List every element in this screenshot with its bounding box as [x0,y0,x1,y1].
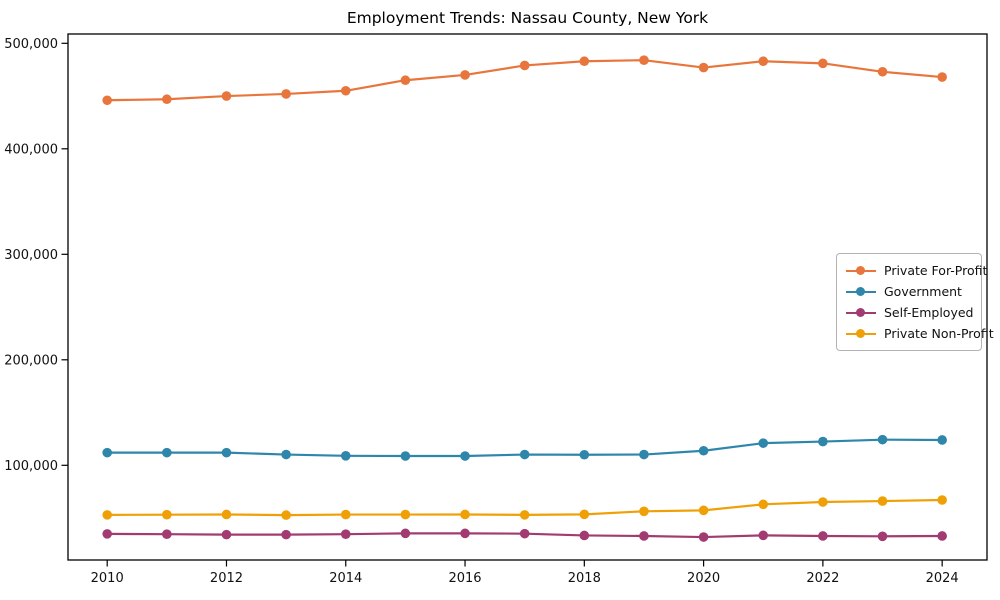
data-point-self-employed-2022 [818,531,828,541]
data-point-private-non-profit-2014 [340,509,351,520]
data-point-private-non-profit-2017 [519,510,530,520]
data-point-self-employed-2020 [698,532,709,542]
data-point-private-non-profit-2016 [460,509,470,520]
data-point-self-employed-2017 [519,528,530,539]
data-point-government-2014 [340,451,351,461]
x-axis-tick-label: 2018 [568,571,601,586]
legend-item-self-employed: Self-Employed [846,302,974,323]
data-point-private-for-profit-2023 [877,66,888,77]
data-point-private-for-profit-2012 [221,91,232,101]
legend-marker-icon [846,266,876,276]
data-point-private-non-profit-2013 [281,510,291,520]
data-point-government-2024 [937,435,947,445]
data-point-self-employed-2011 [162,529,172,539]
legend: Private For-Profit Government Self-Employe… [836,253,994,351]
data-point-private-non-profit-2020 [698,505,709,516]
data-point-private-non-profit-2019 [639,506,649,517]
data-point-government-2022 [818,436,828,447]
data-point-government-2020 [698,445,709,456]
data-point-self-employed-2014 [340,529,351,539]
data-point-private-non-profit-2018 [579,509,590,520]
data-point-government-2021 [758,438,769,448]
y-axis-tick-label: 500,000 [4,37,58,52]
legend-label: Government [884,284,962,299]
data-point-private-for-profit-2016 [460,70,470,80]
x-axis-tick-label: 2020 [687,571,720,586]
y-axis-tick-label: 100,000 [4,459,58,474]
data-point-private-for-profit-2017 [519,60,530,71]
data-point-private-for-profit-2015 [400,75,411,86]
data-point-private-for-profit-2024 [937,72,947,82]
y-axis-tick-label: 400,000 [4,142,58,157]
data-point-government-2019 [639,449,649,460]
data-point-self-employed-2024 [937,531,947,541]
data-point-government-2015 [400,451,411,461]
chart-title: Employment Trends: Nassau County, New Yo… [346,9,709,27]
data-point-private-non-profit-2022 [818,497,828,507]
data-point-self-employed-2016 [460,528,470,539]
data-point-self-employed-2010 [102,529,112,539]
y-axis-tick-label: 300,000 [4,248,58,263]
data-point-private-for-profit-2011 [162,94,172,105]
data-point-private-for-profit-2014 [340,85,351,96]
legend-marker-icon [846,287,876,297]
x-axis-tick-label: 2012 [210,571,243,586]
data-point-self-employed-2012 [221,529,232,540]
data-point-government-2023 [877,434,888,445]
legend-item-government: Government [846,281,972,302]
data-point-private-for-profit-2018 [579,56,590,67]
x-axis-tick-label: 2010 [91,571,124,586]
x-axis-tick-label: 2024 [926,571,959,586]
data-point-government-2013 [281,449,291,460]
legend-label: Self-Employed [884,305,974,320]
data-point-private-for-profit-2013 [281,89,291,99]
data-point-self-employed-2019 [639,531,649,541]
data-point-private-for-profit-2019 [639,55,649,65]
data-point-private-for-profit-2010 [102,95,112,106]
data-point-government-2012 [221,447,232,458]
data-point-private-non-profit-2012 [221,509,232,520]
data-point-private-for-profit-2020 [698,62,709,73]
legend-label: Private For-Profit [884,263,988,278]
data-point-government-2016 [460,451,470,461]
data-point-self-employed-2023 [877,531,888,542]
data-point-government-2018 [579,449,590,460]
data-point-private-non-profit-2010 [102,510,112,520]
x-axis-tick-label: 2014 [329,571,362,586]
y-axis-tick-label: 200,000 [4,353,58,368]
data-point-private-non-profit-2011 [162,509,172,520]
data-point-private-for-profit-2021 [758,56,769,67]
x-axis-tick-label: 2022 [806,571,839,586]
data-point-government-2011 [162,447,172,458]
data-point-private-non-profit-2023 [877,496,888,506]
legend-label: Private Non-Profit [884,326,994,341]
legend-item-private-non-profit: Private Non-Profit [846,323,994,344]
data-point-self-employed-2018 [579,530,590,541]
legend-marker-icon [846,308,876,318]
data-point-government-2017 [519,449,530,460]
legend-marker-icon [846,329,876,339]
plot-border [67,33,988,561]
legend-item-private-for-profit: Private For-Profit [846,260,987,281]
data-point-government-2010 [102,447,112,458]
data-point-private-non-profit-2015 [400,509,411,520]
data-point-self-employed-2015 [400,528,411,539]
data-point-private-for-profit-2022 [818,58,828,69]
data-point-self-employed-2013 [281,529,291,540]
data-point-private-non-profit-2021 [758,499,769,510]
data-point-self-employed-2021 [758,530,769,541]
x-axis-tick-label: 2016 [448,571,481,586]
data-point-private-non-profit-2024 [937,495,947,505]
